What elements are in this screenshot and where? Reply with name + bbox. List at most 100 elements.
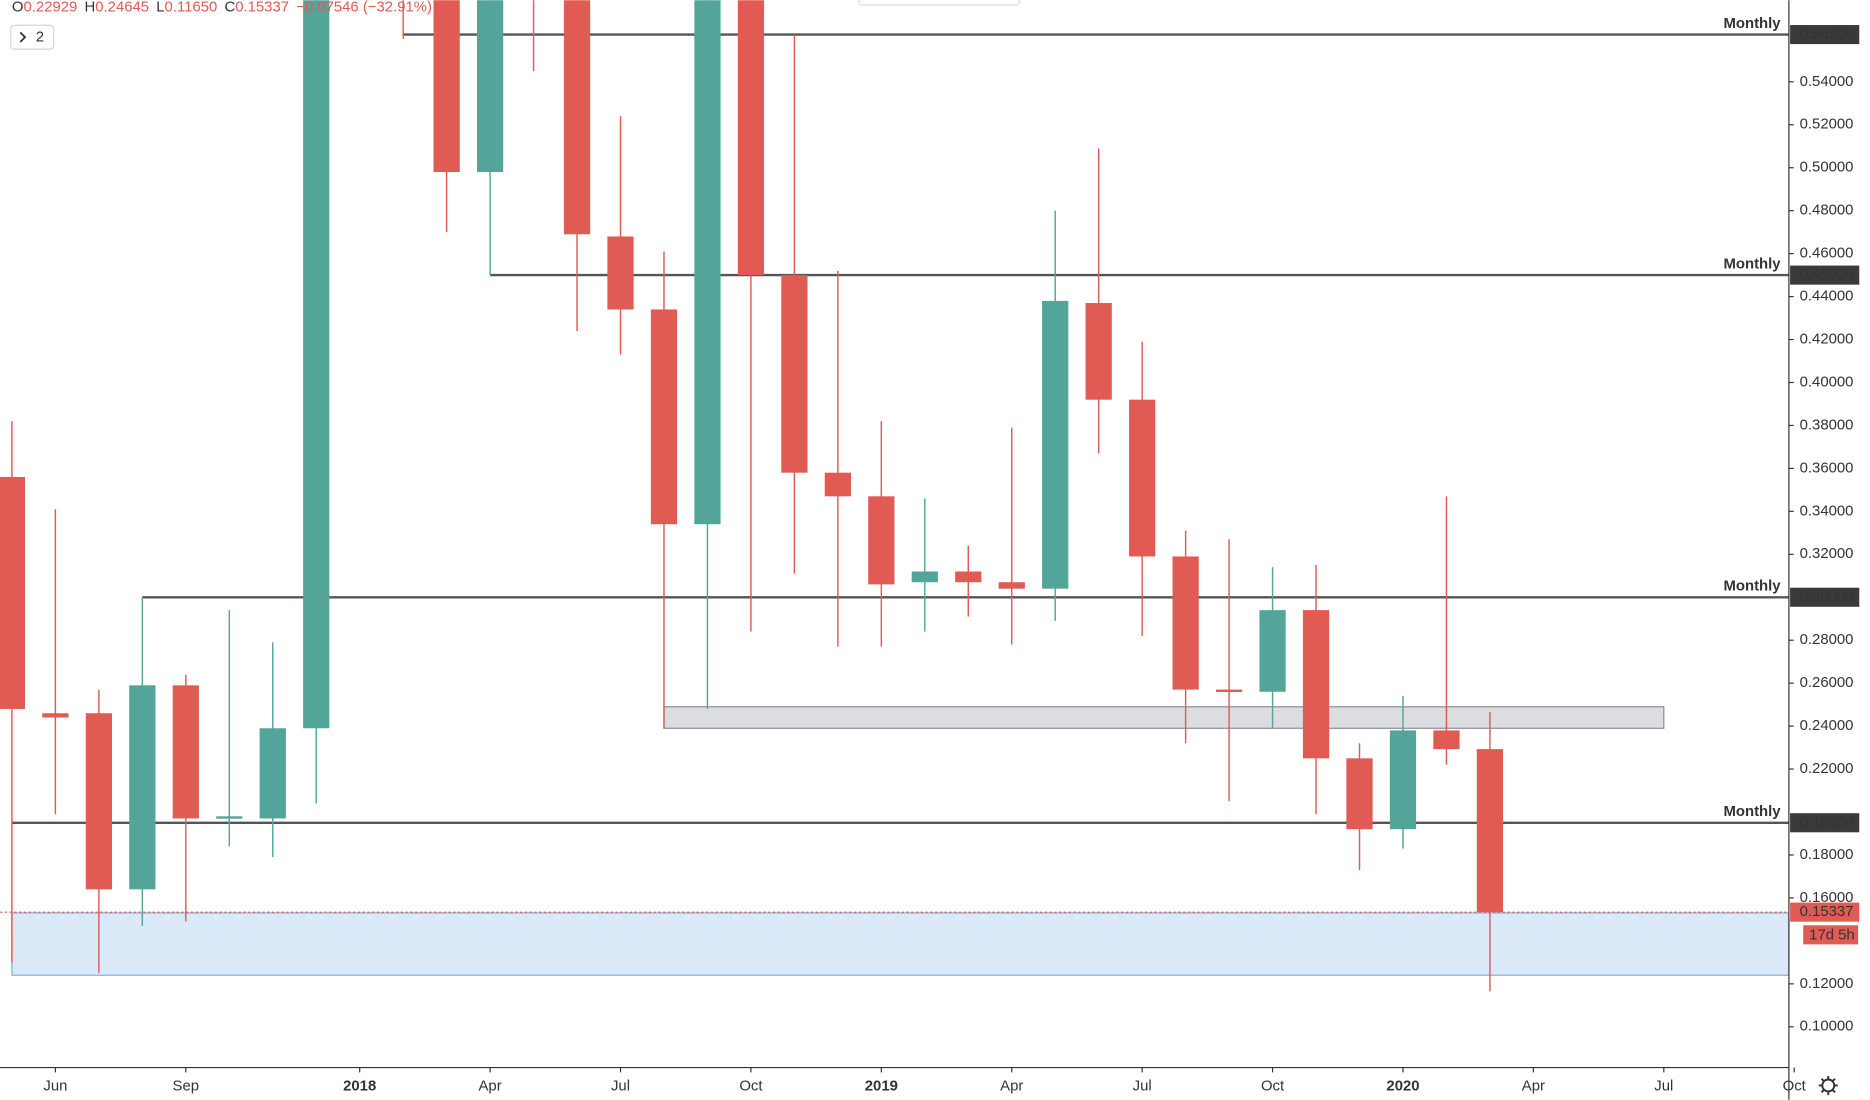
x-tick-label: Apr [479,1079,502,1095]
candle-body [42,713,69,718]
ohlc-key: L [156,0,164,15]
candle-body [911,571,938,583]
y-tick-label: 0.34000 [1800,503,1854,519]
y-tick-label: 0.12000 [1800,976,1854,992]
candle-body [955,571,982,583]
y-tick-label: 0.50000 [1800,160,1854,176]
candle-body [303,0,330,729]
level-price-label: 0.56200 [1800,27,1854,43]
zone [663,706,1665,729]
candle-body [607,236,634,310]
level-price-box [1790,25,1860,45]
y-tick-label: 0.48000 [1800,203,1854,219]
y-tick-label: 0.32000 [1800,546,1854,562]
x-tick-label: Apr [1522,1079,1545,1095]
candle-body [1302,610,1330,759]
interval-button[interactable]: 2 [10,24,55,50]
y-tick-label: 0.36000 [1800,460,1854,476]
candle-body [259,728,286,819]
overlay: Monthly Monthly Monthly Monthly O0.22929 H0.2… [12,0,1781,820]
candle-body [998,582,1025,589]
candle-body [694,0,721,525]
x-tick-label: Oct [1261,1079,1285,1095]
candle-body [1433,730,1460,750]
ohlc-change: −0.07546 (−32.91%) [296,0,432,15]
x-tick-label: Oct [1783,1079,1807,1095]
level-text: Monthly [1723,16,1781,32]
candle-body [85,713,112,890]
y-tick-label: 0.46000 [1800,246,1854,262]
level-price-label: 0.30000 [1800,589,1854,605]
ohlc-value: 0.11650 [165,0,218,15]
x-tick-label: Apr [1000,1079,1023,1095]
ohlc-key: H [85,0,96,15]
countdown-label: 17d 5h [1809,927,1855,943]
candle-body [1172,556,1199,690]
last-price-box [1790,902,1860,922]
y-tick-label: 0.16000 [1800,890,1854,906]
toolbar-box[interactable] [858,0,1021,6]
plot-area [0,0,1789,992]
x-tick-label: Oct [739,1079,763,1095]
candle-body [1476,749,1504,913]
y-tick-label: 0.42000 [1800,331,1854,347]
level-price-label: 0.19500 [1800,815,1854,831]
y-tick-label: 0.52000 [1800,117,1854,133]
ohlc-key: O [12,0,24,15]
y-tick-label: 0.22000 [1800,761,1854,777]
zone [11,912,1789,976]
ohlc-key: C [224,0,235,15]
level-text: Monthly [1723,804,1781,820]
y-tick-label: 0.40000 [1800,374,1854,390]
candle-body [1259,610,1286,692]
ohlc-header: O0.22929 H0.24645 L0.11650 C0.15337 −0.07546… [12,0,432,15]
level-price-box [1790,813,1860,833]
x-tick-label: Jun [43,1079,67,1095]
candle-body [129,685,156,890]
level-price-label: 0.45000 [1800,267,1854,283]
candle-body [824,472,851,497]
y-tick-label: 0.28000 [1800,632,1854,648]
settings-icon[interactable] [1818,1075,1838,1096]
candle-body [1389,730,1417,830]
level-text: Monthly [1723,578,1781,594]
ohlc-value: 0.24645 [95,0,149,15]
x-tick-label: 2019 [865,1079,898,1095]
x-tick-label: Jul [611,1079,630,1095]
last-price-label: 0.15337 [1800,904,1854,920]
candle-body [1085,303,1112,400]
candle-body [1215,689,1243,692]
candle-body [563,0,591,235]
y-tick-label: 0.44000 [1800,289,1854,305]
level-text: Monthly [1723,256,1781,272]
level-price-box [1790,265,1860,285]
level-price-box [1790,587,1860,607]
time-axis [0,1067,1789,1100]
countdown-box [1803,925,1859,945]
interval-button-label[interactable]: 2 [36,30,44,46]
x-tick-label: 2020 [1386,1079,1419,1095]
x-tick-label: Jul [1133,1079,1152,1095]
ohlc-value: 0.22929 [24,0,78,15]
candle-body [868,496,895,585]
candle-body [781,275,808,473]
x-tick-label: 2018 [343,1079,376,1095]
y-tick-label: 0.26000 [1800,675,1854,691]
candle-body [476,0,504,173]
y-tick-label: 0.38000 [1800,417,1854,433]
candle-body [216,816,243,819]
y-tick-label: 0.54000 [1800,74,1854,90]
x-tick-label: Sep [173,1079,200,1095]
candle-body [1129,399,1156,557]
candle-body [1346,758,1373,830]
candle-body [0,476,26,709]
y-tick-label: 0.10000 [1800,1019,1854,1035]
candle-body [650,309,678,525]
ohlc-value: 0.15337 [235,0,289,15]
y-tick-label: 0.24000 [1800,718,1854,734]
x-tick-label: Jul [1654,1079,1673,1095]
axes: Jun Sep 2018 Apr Jul Oct 2019 Apr Jul Oct 2020 Apr J… [43,25,1860,1095]
candle-body [433,0,460,173]
candle-body [172,685,199,819]
